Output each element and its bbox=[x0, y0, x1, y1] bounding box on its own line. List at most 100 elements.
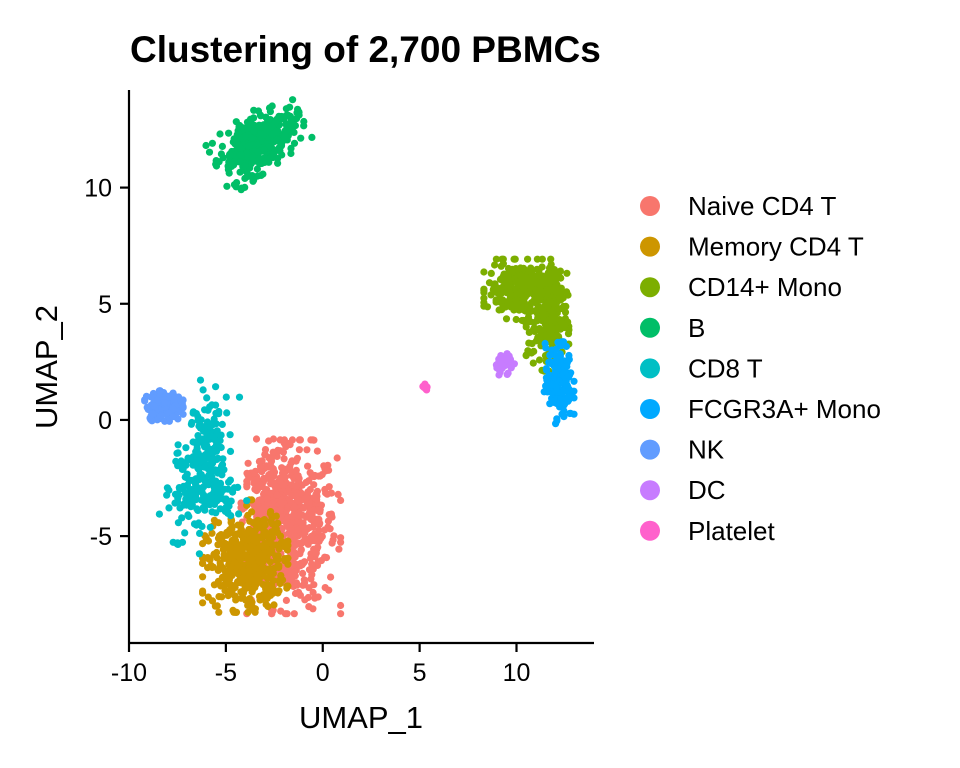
y-axis-title: UMAP_2 bbox=[29, 305, 64, 429]
data-point bbox=[259, 131, 267, 139]
data-point bbox=[529, 325, 538, 333]
data-point bbox=[220, 466, 228, 474]
data-point bbox=[259, 563, 268, 572]
data-point bbox=[193, 505, 201, 513]
chart-title: Clustering of 2,700 PBMCs bbox=[130, 29, 601, 70]
data-point bbox=[266, 510, 274, 518]
data-point bbox=[267, 463, 275, 471]
data-point bbox=[222, 393, 230, 401]
data-point bbox=[216, 505, 224, 513]
data-point bbox=[311, 594, 319, 602]
data-point bbox=[563, 381, 571, 389]
data-point bbox=[561, 368, 569, 376]
x-tick-label: 10 bbox=[503, 659, 531, 687]
data-point bbox=[254, 107, 263, 115]
data-point bbox=[214, 534, 223, 542]
data-point bbox=[175, 484, 183, 492]
data-point bbox=[268, 102, 276, 110]
data-point bbox=[155, 510, 163, 518]
data-point bbox=[163, 484, 171, 492]
data-point bbox=[280, 481, 288, 489]
data-point bbox=[251, 605, 259, 613]
data-point bbox=[337, 610, 345, 618]
data-point bbox=[522, 279, 530, 287]
data-point bbox=[179, 396, 187, 404]
data-point bbox=[207, 432, 215, 440]
data-point bbox=[148, 417, 156, 425]
data-point bbox=[244, 511, 252, 519]
data-point bbox=[308, 571, 316, 579]
data-point bbox=[274, 136, 282, 144]
data-point bbox=[570, 387, 578, 395]
data-point bbox=[251, 564, 259, 572]
data-point bbox=[561, 373, 569, 381]
data-point bbox=[503, 283, 512, 291]
data-point bbox=[546, 286, 554, 294]
data-point bbox=[300, 576, 308, 584]
data-point bbox=[260, 530, 268, 538]
data-point bbox=[542, 318, 550, 326]
data-point bbox=[286, 103, 294, 111]
data-point bbox=[290, 548, 298, 556]
data-point bbox=[309, 588, 317, 597]
data-point bbox=[214, 519, 223, 527]
data-point bbox=[480, 268, 488, 276]
data-point bbox=[555, 354, 563, 362]
data-point bbox=[539, 312, 547, 320]
data-point bbox=[536, 282, 544, 290]
y-tick-label: 10 bbox=[84, 175, 112, 203]
data-point bbox=[225, 129, 233, 137]
data-point bbox=[223, 531, 231, 539]
data-point bbox=[303, 446, 311, 454]
data-point bbox=[308, 133, 316, 141]
data-point bbox=[218, 420, 226, 428]
data-point bbox=[287, 144, 295, 152]
data-point bbox=[254, 521, 262, 529]
data-point bbox=[208, 529, 216, 537]
data-point bbox=[289, 96, 297, 104]
data-points bbox=[141, 96, 578, 618]
data-point bbox=[274, 155, 282, 163]
data-point bbox=[215, 608, 223, 616]
data-point bbox=[192, 478, 200, 486]
data-point bbox=[560, 338, 568, 346]
data-point bbox=[197, 471, 205, 479]
data-point bbox=[296, 436, 304, 444]
series-nk bbox=[141, 387, 187, 425]
data-point bbox=[558, 410, 566, 418]
data-point bbox=[546, 351, 554, 359]
data-point bbox=[237, 151, 245, 159]
legend-label: Naive CD4 T bbox=[688, 191, 836, 221]
data-point bbox=[241, 162, 249, 170]
data-point bbox=[240, 567, 248, 575]
data-point bbox=[272, 512, 280, 520]
data-point bbox=[196, 376, 205, 384]
data-point bbox=[542, 365, 550, 373]
legend-key bbox=[640, 399, 660, 419]
data-point bbox=[530, 347, 538, 355]
data-point bbox=[255, 557, 263, 566]
data-point bbox=[293, 454, 301, 462]
data-point bbox=[322, 554, 331, 562]
data-point bbox=[274, 552, 282, 560]
data-point bbox=[307, 554, 315, 563]
data-point bbox=[504, 369, 512, 377]
data-point bbox=[553, 272, 561, 280]
data-point bbox=[306, 469, 314, 477]
data-point bbox=[252, 435, 261, 443]
data-point bbox=[305, 477, 313, 485]
data-point bbox=[231, 608, 239, 616]
data-point bbox=[565, 393, 573, 401]
series-cd8-t bbox=[155, 376, 251, 558]
data-point bbox=[226, 586, 235, 594]
data-point bbox=[212, 383, 220, 391]
data-point bbox=[317, 535, 325, 543]
data-point bbox=[241, 132, 250, 141]
data-point bbox=[535, 356, 544, 364]
data-point bbox=[226, 447, 235, 455]
data-point bbox=[562, 302, 570, 310]
data-point bbox=[542, 344, 550, 352]
data-point bbox=[261, 446, 270, 454]
data-point bbox=[290, 128, 298, 136]
